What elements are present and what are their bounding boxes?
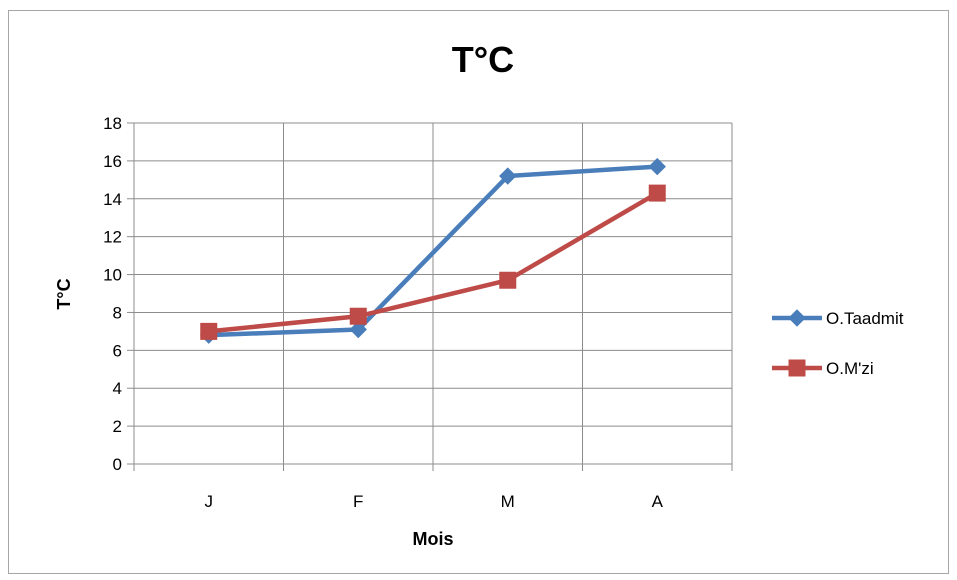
x-tick-label: F (353, 492, 363, 511)
data-point (499, 271, 517, 289)
legend-marker (788, 359, 806, 377)
y-tick-label: 10 (103, 266, 122, 285)
y-tick-label: 8 (113, 303, 122, 322)
chart-title: T°C (452, 39, 514, 80)
y-tick-label: 2 (113, 417, 122, 436)
axes (127, 122, 733, 471)
y-axis-title: T°C (54, 278, 74, 309)
y-tick-label: 12 (103, 228, 122, 247)
y-tick-label: 16 (103, 152, 122, 171)
data-point (499, 167, 517, 185)
series-layer (200, 157, 666, 344)
legend-marker (788, 309, 806, 327)
series-2 (200, 184, 666, 340)
series-line (208, 164, 658, 338)
legend-item-1: O.Taadmit (772, 309, 904, 328)
x-tick-label: A (652, 492, 664, 511)
chart-frame (8, 10, 949, 574)
x-tick-label: M (501, 492, 515, 511)
y-tick-label: 18 (103, 114, 122, 133)
data-point (349, 307, 367, 325)
legend-label: O.Taadmit (826, 309, 904, 328)
legend-label: O.M'zi (826, 359, 874, 378)
series-line (208, 191, 659, 334)
y-tick-label: 14 (103, 190, 122, 209)
y-tick-label: 6 (113, 341, 122, 360)
data-point (648, 157, 666, 176)
data-point (349, 320, 367, 339)
legend-item-2: O.M'zi (772, 359, 874, 378)
y-tick-label: 0 (113, 455, 122, 474)
tick-labels: 0 2 4 6 8 10 12 14 16 18 J F M A (103, 114, 664, 511)
data-point (200, 322, 218, 340)
x-tick-label: J (205, 492, 214, 511)
y-tick-label: 4 (113, 379, 122, 398)
x-axis-title: Mois (412, 529, 453, 549)
legend: O.Taadmit O.M'zi (772, 309, 904, 378)
gridlines (134, 122, 733, 464)
data-point (648, 184, 666, 202)
